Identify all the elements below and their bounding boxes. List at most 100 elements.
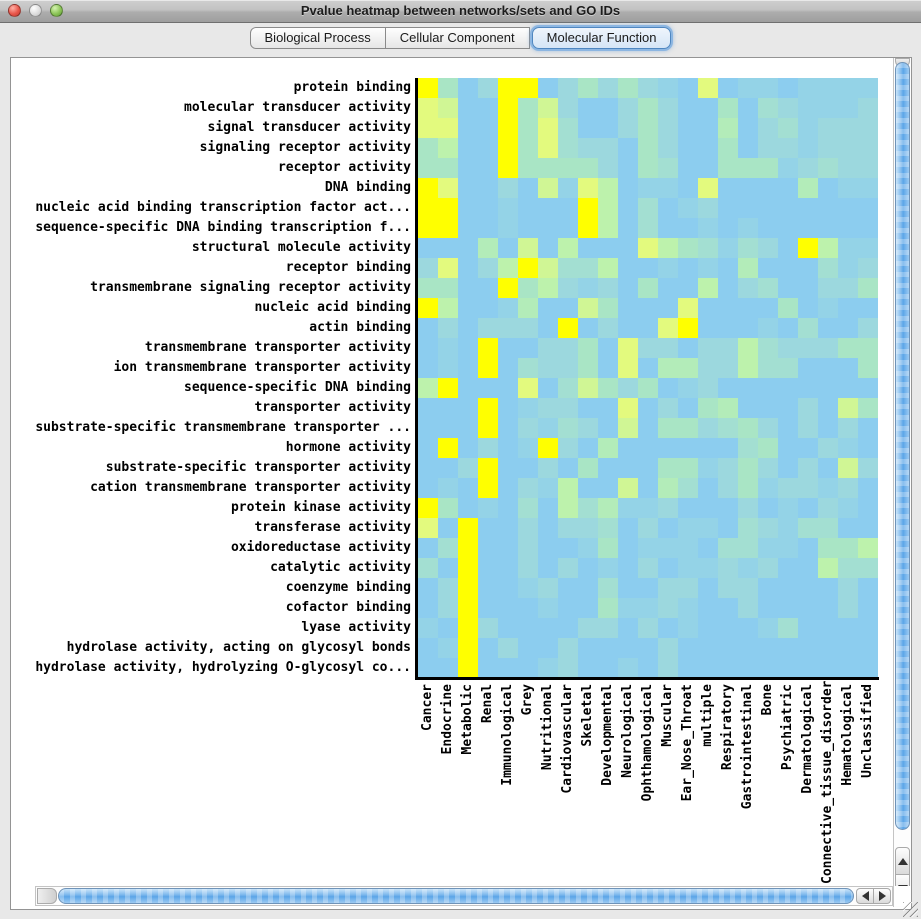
tab-cellular-component[interactable]: Cellular Component (385, 27, 530, 49)
heatmap-cell (718, 338, 738, 358)
heatmap-cell (678, 398, 698, 418)
heatmap-cell (518, 118, 538, 138)
heatmap-cell (778, 258, 798, 278)
heatmap-cell (538, 538, 558, 558)
minimize-button[interactable] (29, 4, 42, 17)
heatmap-cell (578, 78, 598, 98)
heatmap-cell (518, 298, 538, 318)
heatmap-cell (478, 98, 498, 118)
heatmap-cell (718, 218, 738, 238)
vertical-scrollbar-thumb[interactable] (895, 62, 910, 830)
heatmap-cell (738, 338, 758, 358)
heatmap-cell (478, 658, 498, 678)
heatmap-cell (658, 618, 678, 638)
heatmap-cell (458, 538, 478, 558)
heatmap-cell (418, 558, 438, 578)
heatmap-cell (618, 338, 638, 358)
heatmap-cell (838, 298, 858, 318)
heatmap-cell (638, 218, 658, 238)
heatmap-cell (858, 258, 878, 278)
heatmap-cell (558, 218, 578, 238)
heatmap-cell (438, 418, 458, 438)
heatmap-cell (658, 458, 678, 478)
heatmap-cell (798, 618, 818, 638)
heatmap-cell (618, 258, 638, 278)
heatmap-cell (778, 78, 798, 98)
heatmap-cell (598, 98, 618, 118)
column-label: Grey (520, 684, 535, 716)
heatmap-cell (758, 438, 778, 458)
horizontal-scrollbar[interactable] (35, 886, 893, 906)
heatmap-cell (698, 418, 718, 438)
heatmap-cell (658, 78, 678, 98)
zoom-button[interactable] (50, 4, 63, 17)
heatmap-cell (498, 438, 518, 458)
heatmap-cell (598, 618, 618, 638)
heatmap-cell (718, 158, 738, 178)
heatmap-cell (598, 558, 618, 578)
heatmap-cell (818, 78, 838, 98)
resize-grip[interactable] (903, 902, 918, 917)
heatmap-cell (858, 118, 878, 138)
heatmap-cell (438, 278, 458, 298)
heatmap-cell (578, 438, 598, 458)
left-arrow-icon (861, 891, 869, 901)
heatmap-cell (518, 178, 538, 198)
heatmap-cell (578, 298, 598, 318)
heatmap-cell (578, 658, 598, 678)
heatmap-cell (478, 318, 498, 338)
heatmap-cell (818, 318, 838, 338)
heatmap-cell (738, 558, 758, 578)
heatmap-cell (618, 558, 638, 578)
heatmap-cell (598, 498, 618, 518)
heatmap-cell (818, 198, 838, 218)
close-button[interactable] (8, 4, 21, 17)
scroll-right-button[interactable] (873, 888, 891, 904)
heatmap-cell (518, 458, 538, 478)
column-label: Bone (760, 684, 775, 716)
heatmap-cell (678, 498, 698, 518)
heatmap-cell (678, 118, 698, 138)
vertical-scrollbar[interactable] (893, 58, 911, 907)
heatmap-cell (558, 238, 578, 258)
heatmap-cell (658, 178, 678, 198)
heatmap-cell (738, 118, 758, 138)
heatmap-cell (518, 198, 538, 218)
heatmap-cell (778, 398, 798, 418)
heatmap-cell (638, 518, 658, 538)
heatmap-cell (558, 298, 578, 318)
heatmap-cell (758, 98, 778, 118)
heatmap-cell (538, 78, 558, 98)
heatmap-cell (738, 238, 758, 258)
tab-molecular-function[interactable]: Molecular Function (531, 27, 672, 49)
heatmap-cell (438, 178, 458, 198)
heatmap-cell (558, 318, 578, 338)
heatmap-cell (438, 518, 458, 538)
heatmap-cell (438, 138, 458, 158)
heatmap-cell (778, 418, 798, 438)
heatmap-cell (718, 358, 738, 378)
heatmap-cell (418, 158, 438, 178)
heatmap-cell (558, 78, 578, 98)
tab-biological-process[interactable]: Biological Process (249, 27, 386, 49)
heatmap-cell (558, 98, 578, 118)
heatmap-cell (798, 118, 818, 138)
heatmap-cell (838, 358, 858, 378)
heatmap-cell (698, 318, 718, 338)
heatmap-cell (538, 518, 558, 538)
heatmap-cell (518, 538, 538, 558)
heatmap-cell (658, 118, 678, 138)
heatmap-cell (698, 298, 718, 318)
heatmap-cell (838, 618, 858, 638)
scroll-up-button[interactable] (895, 847, 910, 875)
heatmap-cell (578, 578, 598, 598)
heatmap-cell (798, 198, 818, 218)
heatmap-cell (618, 378, 638, 398)
heatmap-cell (538, 438, 558, 458)
heatmap-cell (698, 438, 718, 458)
heatmap-cell (818, 98, 838, 118)
heatmap-cell (598, 398, 618, 418)
horizontal-scrollbar-thumb[interactable] (58, 888, 854, 904)
scroll-left-button[interactable] (856, 888, 874, 904)
heatmap-cell (738, 378, 758, 398)
